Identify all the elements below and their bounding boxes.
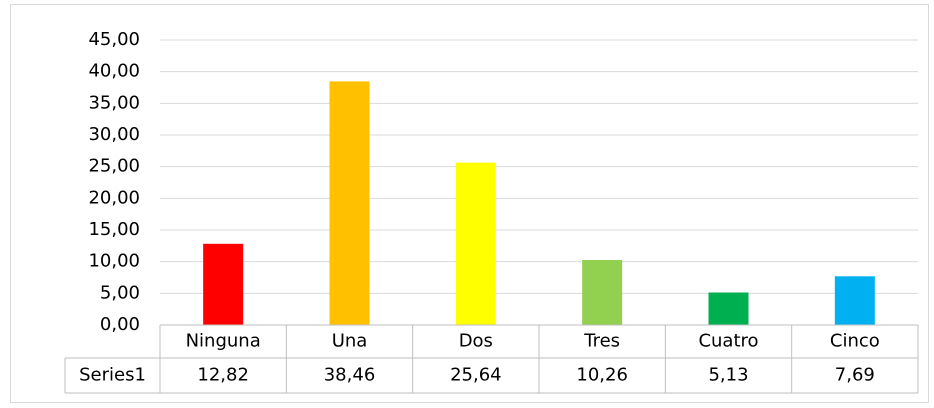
bar: [455, 162, 496, 325]
bar: [329, 81, 370, 325]
x-tick-label: Cinco: [830, 331, 880, 352]
y-tick-label: 30,00: [88, 124, 140, 145]
bar: [834, 276, 875, 325]
bar: [203, 243, 244, 325]
y-tick-label: 5,00: [100, 282, 140, 303]
y-tick-label: 0,00: [100, 314, 140, 335]
y-tick-label: 45,00: [88, 29, 140, 50]
y-tick-label: 20,00: [88, 187, 140, 208]
value-label: 25,64: [450, 365, 502, 386]
value-label: 38,46: [324, 365, 376, 386]
y-tick-label: 40,00: [88, 61, 140, 82]
y-tick-label: 10,00: [88, 251, 140, 272]
value-label: 7,69: [835, 365, 875, 386]
x-tick-label: Ninguna: [186, 331, 261, 352]
x-tick-label: Una: [332, 331, 368, 352]
y-tick-label: 25,00: [88, 156, 140, 177]
value-label: 5,13: [708, 365, 748, 386]
y-tick-label: 15,00: [88, 219, 140, 240]
x-tick-label: Dos: [459, 331, 493, 352]
bar: [708, 292, 749, 325]
value-label: 12,82: [197, 365, 249, 386]
y-tick-label: 35,00: [88, 92, 140, 113]
series-name: Series1: [79, 365, 146, 386]
bar: [582, 260, 623, 325]
value-label: 10,26: [576, 365, 628, 386]
x-tick-label: Tres: [583, 331, 620, 352]
x-tick-label: Cuatro: [698, 331, 758, 352]
